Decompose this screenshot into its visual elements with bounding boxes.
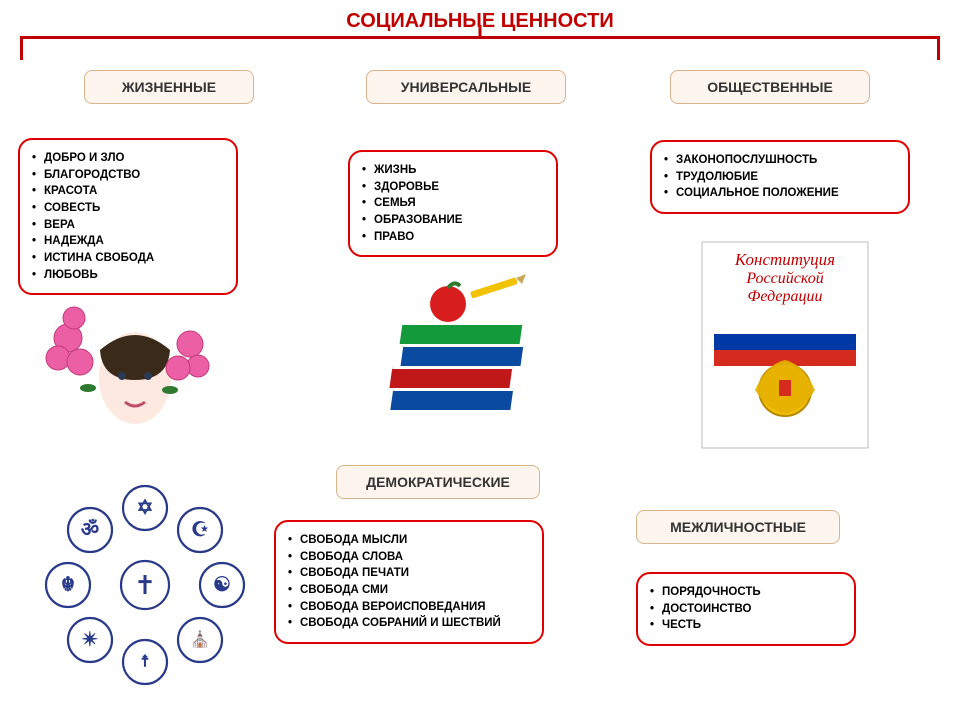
- list-item: ЖИЗНЬ: [360, 162, 544, 179]
- list-item: БЛАГОРОДСТВО: [30, 167, 224, 184]
- list-item: ДОБРО И ЗЛО: [30, 150, 224, 167]
- box-democratic: СВОБОДА МЫСЛИ СВОБОДА СЛОВА СВОБОДА ПЕЧА…: [274, 520, 544, 644]
- box-life: ДОБРО И ЗЛО БЛАГОРОДСТВО КРАСОТА СОВЕСТЬ…: [18, 138, 238, 295]
- religions-icon: ✡ ☪ ☯ ⛪ ☨ ✴ ☬ ॐ ✝: [40, 480, 250, 690]
- list-item: ВЕРА: [30, 217, 224, 234]
- list-item: СВОБОДА СЛОВА: [286, 549, 530, 566]
- list-item: ЧЕСТЬ: [648, 617, 842, 634]
- list-item: ЗАКОНОПОСЛУШНОСТЬ: [662, 152, 896, 169]
- list-interpersonal: ПОРЯДОЧНОСТЬ ДОСТОИНСТВО ЧЕСТЬ: [648, 584, 842, 634]
- list-item: СВОБОДА СМИ: [286, 582, 530, 599]
- list-universal: ЖИЗНЬ ЗДОРОВЬЕ СЕМЬЯ ОБРАЗОВАНИЕ ПРАВО: [360, 162, 544, 245]
- svg-text:☨: ☨: [141, 654, 150, 671]
- list-item: СВОБОДА МЫСЛИ: [286, 532, 530, 549]
- constitution-line1: Конституция: [700, 250, 870, 270]
- list-item: СВОБОДА ПЕЧАТИ: [286, 565, 530, 582]
- category-democratic: ДЕМОКРАТИЧЕСКИЕ: [336, 465, 540, 499]
- svg-text:✡: ✡: [137, 497, 154, 519]
- title-bracket: [20, 36, 940, 60]
- books-icon: [370, 270, 550, 440]
- list-public: ЗАКОНОПОСЛУШНОСТЬ ТРУДОЛЮБИЕ СОЦИАЛЬНОЕ …: [662, 152, 896, 202]
- list-item: СОВЕСТЬ: [30, 200, 224, 217]
- list-democratic: СВОБОДА МЫСЛИ СВОБОДА СЛОВА СВОБОДА ПЕЧА…: [286, 532, 530, 632]
- list-item: ИСТИНА СВОБОДА: [30, 250, 224, 267]
- constitution-line3: Федерации: [700, 288, 870, 306]
- svg-text:✴: ✴: [82, 629, 99, 651]
- constitution-icon: Конституция Российской Федерации: [700, 240, 870, 450]
- svg-text:☯: ☯: [213, 574, 231, 596]
- list-item: ПРАВО: [360, 229, 544, 246]
- list-item: ДОСТОИНСТВО: [648, 601, 842, 618]
- svg-text:☬: ☬: [61, 574, 75, 596]
- list-life: ДОБРО И ЗЛО БЛАГОРОДСТВО КРАСОТА СОВЕСТЬ…: [30, 150, 224, 283]
- list-item: СОЦИАЛЬНОЕ ПОЛОЖЕНИЕ: [662, 185, 896, 202]
- list-item: ПОРЯДОЧНОСТЬ: [648, 584, 842, 601]
- list-item: ЛЮБОВЬ: [30, 267, 224, 284]
- list-item: НАДЕЖДА: [30, 233, 224, 250]
- flowers-face-icon: [40, 300, 210, 440]
- box-universal: ЖИЗНЬ ЗДОРОВЬЕ СЕМЬЯ ОБРАЗОВАНИЕ ПРАВО: [348, 150, 558, 257]
- list-item: СВОБОДА СОБРАНИЙ И ШЕСТВИЙ: [286, 615, 530, 632]
- category-public: ОБЩЕСТВЕННЫЕ: [670, 70, 870, 104]
- list-item: СЕМЬЯ: [360, 195, 544, 212]
- svg-text:✝: ✝: [134, 570, 156, 600]
- category-universal: УНИВЕРСАЛЬНЫЕ: [366, 70, 566, 104]
- category-interpersonal: МЕЖЛИЧНОСТНЫЕ: [636, 510, 840, 544]
- list-item: КРАСОТА: [30, 183, 224, 200]
- list-item: ТРУДОЛЮБИЕ: [662, 169, 896, 186]
- list-item: СВОБОДА ВЕРОИСПОВЕДАНИЯ: [286, 599, 530, 616]
- list-item: ЗДОРОВЬЕ: [360, 179, 544, 196]
- list-item: ОБРАЗОВАНИЕ: [360, 212, 544, 229]
- box-public: ЗАКОНОПОСЛУШНОСТЬ ТРУДОЛЮБИЕ СОЦИАЛЬНОЕ …: [650, 140, 910, 214]
- constitution-line2: Российской: [700, 270, 870, 288]
- box-interpersonal: ПОРЯДОЧНОСТЬ ДОСТОИНСТВО ЧЕСТЬ: [636, 572, 856, 646]
- svg-text:☪: ☪: [191, 519, 209, 541]
- svg-text:⛪: ⛪: [190, 630, 210, 649]
- category-life: ЖИЗНЕННЫЕ: [84, 70, 254, 104]
- svg-text:ॐ: ॐ: [81, 518, 99, 541]
